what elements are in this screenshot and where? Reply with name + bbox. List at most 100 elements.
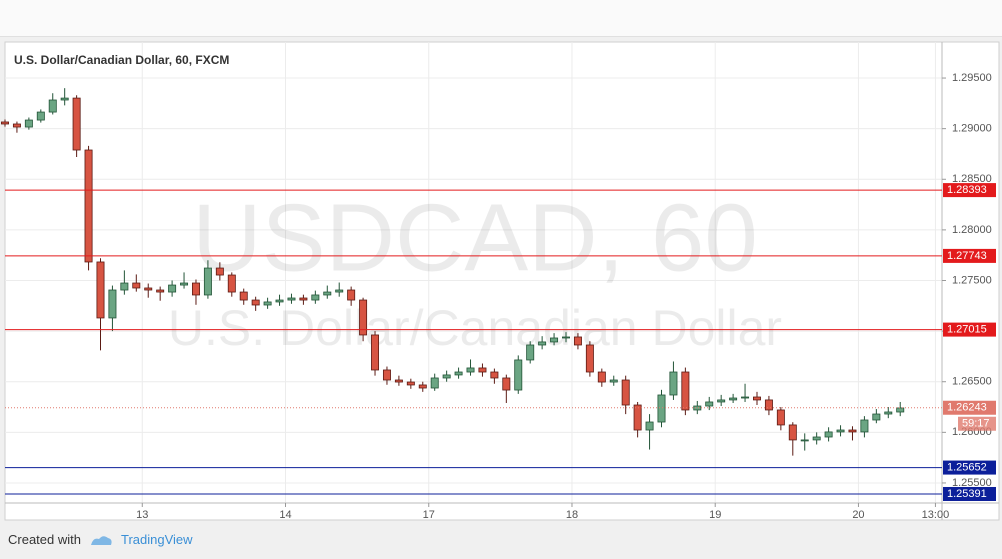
- candle-body: [872, 413, 881, 421]
- candle-body: [347, 289, 356, 301]
- x-tick-label: 17: [423, 509, 435, 521]
- x-tick-label: 13:00: [922, 509, 950, 521]
- brand[interactable]: TradingView: [120, 532, 193, 547]
- candle-body: [60, 97, 69, 101]
- level-label: 1.27015: [947, 323, 987, 335]
- grid: [5, 42, 942, 503]
- candle-body: [191, 282, 200, 296]
- y-tick-label: 1.29000: [952, 123, 992, 135]
- candle-body: [741, 396, 750, 399]
- candle-body: [693, 405, 702, 411]
- candle-body: [299, 297, 308, 301]
- candle-body: [526, 344, 535, 361]
- candle-body: [430, 377, 439, 389]
- level-label-box: [943, 248, 996, 263]
- candle-body: [180, 282, 189, 286]
- x-tick-label: 18: [566, 509, 578, 521]
- toolbar: [0, 0, 1002, 37]
- candle-body: [144, 287, 153, 291]
- candle-body: [311, 294, 320, 301]
- candle-body: [836, 429, 845, 433]
- candle-body: [538, 341, 547, 346]
- countdown: 59:17: [962, 418, 990, 430]
- level-label: 1.27743: [947, 250, 987, 262]
- candle-body: [275, 299, 284, 303]
- candle-body: [1, 121, 9, 125]
- candle-body: [585, 344, 594, 373]
- candle-body: [466, 367, 475, 373]
- candle-body: [621, 379, 630, 406]
- candle-body: [764, 399, 773, 411]
- candle-body: [776, 409, 785, 426]
- candle-body: [824, 431, 833, 438]
- last-price-label: 1.26243: [947, 402, 987, 414]
- candle-body: [394, 379, 403, 383]
- candle-body: [227, 274, 236, 293]
- candle-body: [36, 111, 45, 121]
- candle-body: [156, 289, 165, 293]
- watermark-subtitle: U.S. Dollar/Canadian Dollar: [168, 300, 782, 356]
- candle-body: [48, 99, 57, 113]
- candle-body: [562, 336, 570, 339]
- level-label: 1.28393: [947, 184, 987, 196]
- candle-body: [287, 297, 296, 301]
- chart: USDCAD, 60 U.S. Dollar/Canadian Dollar U…: [1, 41, 1000, 521]
- candle-body: [24, 119, 33, 128]
- candle-body: [490, 371, 499, 379]
- candle-body: [645, 421, 654, 431]
- candle-body: [382, 369, 391, 381]
- candle-body: [884, 411, 893, 415]
- level-label-box: [943, 460, 996, 475]
- candle-body: [717, 399, 726, 403]
- level-label: 1.25391: [947, 488, 987, 500]
- chart-title: U.S. Dollar/Canadian Dollar, 60, FXCM: [14, 53, 229, 67]
- countdown-box: [958, 416, 996, 431]
- y-tick-label: 1.27500: [952, 274, 992, 286]
- level-label-box: [943, 322, 996, 337]
- candle-body: [84, 149, 93, 263]
- candle-body: [12, 123, 21, 128]
- level-label-box: [943, 486, 996, 501]
- candle-body: [406, 381, 415, 386]
- candle-body: [729, 397, 738, 401]
- y-tick-label: 1.26500: [952, 376, 992, 388]
- candle-body: [108, 289, 117, 319]
- candle-body: [371, 334, 380, 371]
- x-tick-label: 19: [709, 509, 721, 521]
- y-tick-label: 1.25500: [952, 477, 992, 489]
- candle-body: [753, 396, 761, 401]
- candle-body: [203, 267, 212, 296]
- y-tick-label: 1.28000: [952, 224, 992, 236]
- candle-body: [681, 371, 690, 411]
- candle-body: [633, 404, 642, 431]
- candle-body: [550, 337, 559, 343]
- logo: [90, 535, 112, 545]
- candle-body: [239, 291, 248, 301]
- level-label-box: [943, 183, 996, 198]
- x-tick-label: 14: [279, 509, 291, 521]
- candle-body: [657, 394, 666, 423]
- candle-body: [359, 299, 368, 336]
- candle-body: [609, 379, 618, 383]
- candle-body: [896, 407, 905, 413]
- level-label: 1.25652: [947, 461, 987, 473]
- candle-body: [418, 384, 427, 389]
- candle-body: [335, 289, 344, 293]
- candle-body: [323, 291, 332, 296]
- candle-body: [705, 401, 714, 407]
- candle-body: [860, 419, 869, 433]
- candle-body: [478, 367, 487, 373]
- candle-body: [215, 267, 224, 276]
- candle-body: [454, 371, 463, 376]
- last-price-box: [943, 400, 996, 415]
- candle-body: [669, 371, 678, 396]
- candle-body: [573, 336, 582, 346]
- candle-body: [263, 301, 272, 306]
- candle-body: [788, 424, 797, 441]
- footer: Created with TradingView: [8, 532, 193, 547]
- created-with: Created with: [8, 532, 81, 547]
- y-tick-label: 1.29500: [952, 72, 992, 84]
- candle-body: [597, 371, 606, 383]
- candle-body: [514, 359, 523, 391]
